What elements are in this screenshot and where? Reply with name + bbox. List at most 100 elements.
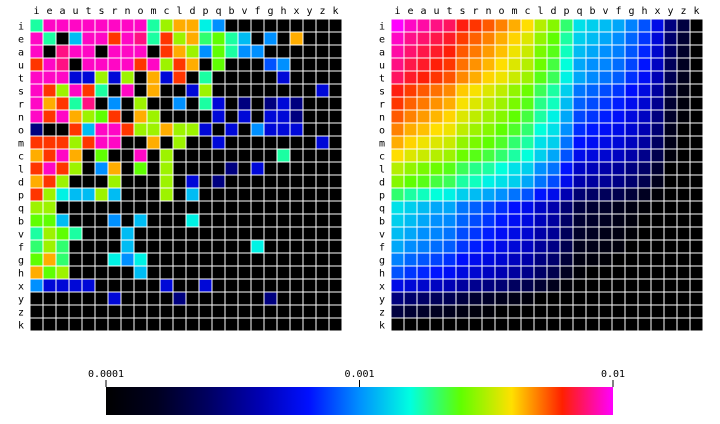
heatmap-cell <box>403 304 418 319</box>
row-label: p <box>18 191 24 202</box>
heatmap-cell <box>416 96 431 111</box>
heatmap-cell <box>172 291 187 306</box>
heatmap-cell <box>107 226 122 241</box>
heatmap-cell <box>133 57 148 72</box>
heatmap-cell <box>689 200 704 215</box>
heatmap-cell <box>29 31 44 46</box>
heatmap-cell <box>546 213 561 228</box>
heatmap-cell <box>328 174 343 189</box>
column-label: a <box>59 6 65 17</box>
heatmap-cell <box>68 213 83 228</box>
heatmap-cell <box>390 174 405 189</box>
heatmap-cell <box>637 57 652 72</box>
heatmap-cell <box>107 252 122 267</box>
heatmap-cell <box>611 187 626 202</box>
heatmap-cell <box>676 148 691 163</box>
heatmap-cell <box>81 135 96 150</box>
column-label: h <box>280 6 286 17</box>
heatmap-cell <box>403 265 418 280</box>
heatmap-cell <box>650 239 665 254</box>
heatmap-cell <box>81 239 96 254</box>
heatmap-cell <box>611 70 626 85</box>
heatmap-cell <box>29 304 44 319</box>
heatmap-cell <box>455 31 470 46</box>
heatmap-cell <box>455 213 470 228</box>
heatmap-cell <box>403 226 418 241</box>
heatmap-cell <box>302 135 317 150</box>
heatmap-cell <box>133 161 148 176</box>
heatmap-cell <box>546 122 561 137</box>
heatmap-cell <box>289 161 304 176</box>
heatmap-cell <box>520 96 535 111</box>
heatmap-cell <box>468 109 483 124</box>
heatmap-cell <box>533 226 548 241</box>
heatmap-cell <box>507 70 522 85</box>
heatmap-cell <box>442 187 457 202</box>
heatmap-cell <box>42 161 57 176</box>
heatmap-cell <box>559 252 574 267</box>
row-label: i <box>379 22 385 33</box>
heatmap-cell <box>533 252 548 267</box>
heatmap-cell <box>416 83 431 98</box>
heatmap-cell <box>315 200 330 215</box>
heatmap-cell <box>442 70 457 85</box>
heatmap-cell <box>250 317 265 332</box>
heatmap-cell <box>429 239 444 254</box>
row-label: c <box>18 152 24 163</box>
heatmap-cell <box>302 213 317 228</box>
heatmap-cell <box>146 109 161 124</box>
heatmap-cell <box>81 304 96 319</box>
heatmap-cell <box>546 174 561 189</box>
heatmap-cell <box>637 161 652 176</box>
heatmap-cell <box>68 200 83 215</box>
heatmap-cell <box>676 174 691 189</box>
heatmap-cell <box>107 187 122 202</box>
heatmap-cell <box>494 57 509 72</box>
heatmap-cell <box>481 265 496 280</box>
heatmap-cell <box>559 96 574 111</box>
heatmap-cell <box>276 174 291 189</box>
heatmap-cell <box>107 31 122 46</box>
heatmap-cell <box>468 83 483 98</box>
heatmap-cell <box>559 200 574 215</box>
column-label: y <box>667 6 673 17</box>
heatmap-cell <box>481 44 496 59</box>
heatmap-cell <box>572 57 587 72</box>
heatmap-cell <box>689 96 704 111</box>
heatmap-cell <box>237 174 252 189</box>
heatmap-cell <box>159 317 174 332</box>
heatmap-cell <box>81 265 96 280</box>
row-label: e <box>379 35 385 46</box>
heatmap-cell <box>546 265 561 280</box>
heatmap-cell <box>68 278 83 293</box>
heatmap-cell <box>302 304 317 319</box>
heatmap-cell <box>533 96 548 111</box>
heatmap-cell <box>533 213 548 228</box>
heatmap-cell <box>507 148 522 163</box>
heatmap-cell <box>133 252 148 267</box>
heatmap-cell <box>198 96 213 111</box>
heatmap-cell <box>442 109 457 124</box>
heatmap-cell <box>328 31 343 46</box>
heatmap-cell <box>120 265 135 280</box>
heatmap-cell <box>494 278 509 293</box>
heatmap-cell <box>42 109 57 124</box>
heatmap-cell <box>94 278 109 293</box>
heatmap-cell <box>624 213 639 228</box>
heatmap-cell <box>663 44 678 59</box>
column-label: t <box>446 6 452 17</box>
heatmap-cell <box>250 31 265 46</box>
heatmap-cell <box>585 317 600 332</box>
column-label: m <box>511 6 517 17</box>
heatmap-cell <box>650 83 665 98</box>
heatmap-cell <box>146 18 161 33</box>
heatmap-cell <box>172 31 187 46</box>
heatmap-cell <box>224 278 239 293</box>
heatmap-cell <box>315 44 330 59</box>
heatmap-cell <box>442 122 457 137</box>
column-label: q <box>215 6 221 17</box>
heatmap-cell <box>315 317 330 332</box>
heatmap-cell <box>442 291 457 306</box>
heatmap-cell <box>429 187 444 202</box>
heatmap-cell <box>42 278 57 293</box>
